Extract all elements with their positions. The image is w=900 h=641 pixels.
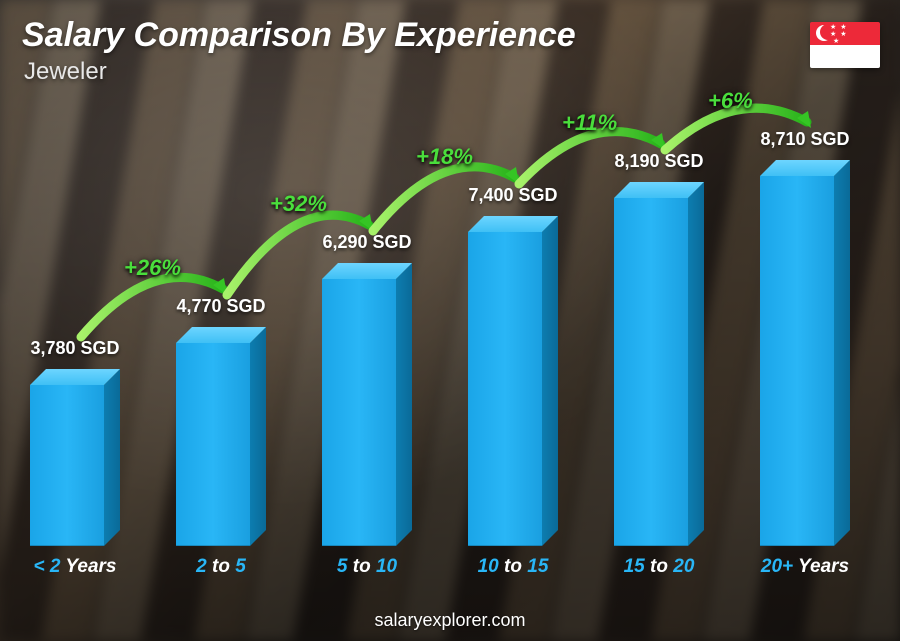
bar: [468, 232, 558, 546]
bar-side-face: [542, 216, 558, 546]
bar: [322, 279, 412, 546]
page-subtitle: Jeweler: [24, 58, 107, 86]
bar-value-label: 8,710 SGD: [760, 129, 849, 150]
bar-x-label: < 2 Years: [34, 556, 117, 578]
bar-x-label: 10 to 15: [478, 556, 549, 578]
bar-chart: 3,780 SGD < 2 Years 4,770 SGD 2 to 5 6,290 S…: [30, 100, 850, 586]
growth-label: +18%: [416, 144, 473, 170]
bar-value-label: 6,290 SGD: [322, 232, 411, 253]
stars-icon: ★ ★★ ★ ★: [830, 24, 848, 45]
bar-front-face: [760, 176, 834, 546]
bar-value-label: 7,400 SGD: [468, 185, 557, 206]
flag-singapore: ★ ★★ ★ ★: [810, 22, 880, 68]
footer-credit: salaryexplorer.com: [374, 610, 525, 631]
flag-top-half: ★ ★★ ★ ★: [810, 22, 880, 45]
bar-front-face: [176, 343, 250, 546]
growth-label: +6%: [708, 88, 753, 114]
growth-label: +11%: [562, 110, 617, 136]
bar-side-face: [688, 182, 704, 546]
bar-x-label: 20+ Years: [761, 556, 849, 578]
bar: [30, 385, 120, 546]
growth-label: +26%: [124, 255, 181, 281]
content-layer: Salary Comparison By Experience Jeweler …: [0, 0, 900, 641]
bar-value-label: 4,770 SGD: [176, 296, 265, 317]
arc-layer: [30, 100, 850, 586]
bar-side-face: [104, 369, 120, 546]
bar-x-label: 15 to 20: [624, 556, 695, 578]
bar-side-face: [834, 160, 850, 546]
bar-value-label: 3,780 SGD: [30, 338, 119, 359]
bar-side-face: [396, 263, 412, 546]
bar-x-label: 5 to 10: [337, 556, 397, 578]
bar: [176, 343, 266, 546]
growth-label: +32%: [270, 191, 327, 217]
bar-side-face: [250, 327, 266, 546]
bar-x-label: 2 to 5: [196, 556, 246, 578]
flag-bottom-half: [810, 45, 880, 68]
bar-value-label: 8,190 SGD: [614, 151, 703, 172]
page-title: Salary Comparison By Experience: [22, 16, 576, 55]
bar-front-face: [30, 385, 104, 546]
bar-front-face: [468, 232, 542, 546]
bar: [760, 176, 850, 546]
bar-front-face: [322, 279, 396, 546]
bar-front-face: [614, 198, 688, 546]
bar: [614, 198, 704, 546]
